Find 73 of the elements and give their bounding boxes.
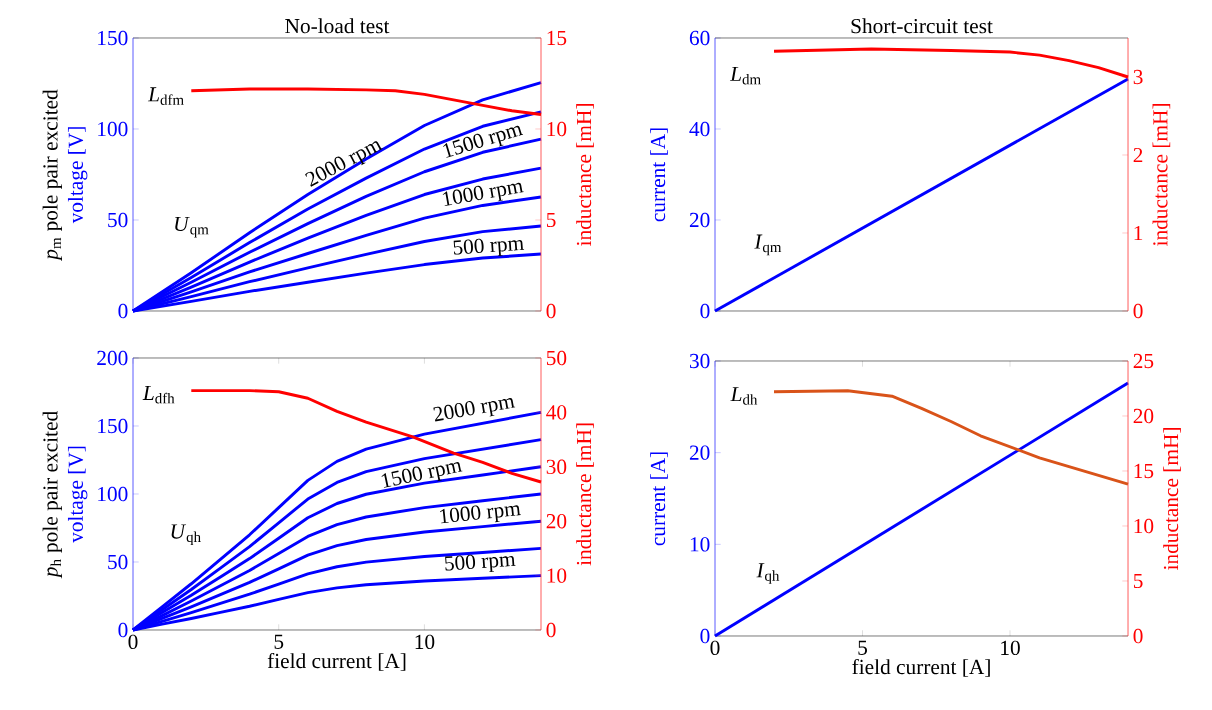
y2-tick-label: 10 <box>547 568 567 583</box>
annotation: 2000 rpm <box>305 141 383 187</box>
y2-tick-label: 2 <box>1133 147 1143 163</box>
y-tick-label: 60 <box>689 30 710 46</box>
y2-axis-title: inductance [mH] <box>1163 428 1181 571</box>
y2-tick-label: 15 <box>547 30 567 46</box>
y-tick-label: 0 <box>118 303 128 319</box>
x-tick-label: 10 <box>1001 640 1020 656</box>
y2-tick-label: 10 <box>1134 518 1154 534</box>
annotation: I$_{qh}$ <box>756 563 780 584</box>
y2-tick-label: 0 <box>546 622 556 638</box>
y-tick-label: 100 <box>98 486 128 502</box>
annotation: U$_{qh}$ <box>171 524 201 546</box>
annotation: 2000 rpm <box>433 398 516 422</box>
y2-tick-label: 20 <box>1133 408 1154 424</box>
x-tick-label: 10 <box>415 634 435 650</box>
y-axis-title: current [A] <box>650 452 668 546</box>
y-tick-label: 150 <box>98 418 128 434</box>
y-tick-label: 30 <box>689 353 710 369</box>
y-tick-label: 0 <box>700 303 710 319</box>
y2-tick-label: 40 <box>546 405 567 420</box>
line-series <box>189 87 543 116</box>
annotation: 1500 rpm <box>381 462 463 488</box>
chart-title: Short-circuit test <box>851 18 993 34</box>
y2-tick-label: 10 <box>547 121 567 137</box>
y2-tick-label: 20 <box>546 514 567 529</box>
text: p$_{h}$ pole pair excited <box>42 411 62 579</box>
y2-tick-label: 1 <box>1134 225 1143 241</box>
x-tick-label: 0 <box>710 640 720 656</box>
y2-tick-label: 5 <box>546 212 556 228</box>
y-axis-title: voltage [V] <box>67 127 88 224</box>
line-series <box>772 47 1130 79</box>
x-axis-title: field current [A] <box>267 652 406 671</box>
y2-tick-label: 0 <box>546 303 556 319</box>
annotation: 500 rpm <box>445 554 516 573</box>
y2-tick-label: 3 <box>1133 69 1143 85</box>
x-tick-label: 5 <box>858 640 868 655</box>
y-axis-title: voltage [V] <box>67 446 88 543</box>
annotation: L$_{dfm}$ <box>147 87 184 105</box>
annotation: I$_{qm}$ <box>754 234 782 256</box>
y2-tick-label: 0 <box>1133 303 1143 319</box>
y2-axis-title: inductance [mH] <box>576 104 594 247</box>
annotation: L$_{dh}$ <box>730 387 758 405</box>
y-tick-label: 100 <box>98 121 128 137</box>
y2-tick-label: 30 <box>546 459 567 474</box>
annotation: 1000 rpm <box>440 505 521 524</box>
y-tick-label: 20 <box>689 445 710 460</box>
x-axis-title: field current [A] <box>852 658 990 677</box>
y2-axis-title: inductance [mH] <box>576 423 594 566</box>
annotation: L$_{dm}$ <box>729 66 761 85</box>
y-tick-label: 10 <box>690 537 710 552</box>
y-tick-label: 50 <box>108 212 128 228</box>
annotation: L$_{dfh}$ <box>142 385 175 404</box>
y-tick-label: 20 <box>689 212 710 228</box>
y-axis-title: current [A] <box>650 128 668 222</box>
text: p$_{m}$ pole pair excited <box>42 89 62 261</box>
y-tick-label: 0 <box>118 622 128 638</box>
annotation: 1000 rpm <box>442 182 524 206</box>
annotation: U$_{qm}$ <box>175 216 209 238</box>
x-tick-label: 0 <box>128 634 138 650</box>
y-tick-label: 50 <box>108 554 128 570</box>
x-tick-label: 5 <box>274 634 284 649</box>
y-tick-label: 40 <box>689 121 710 137</box>
y-tick-label: 150 <box>98 30 128 46</box>
y2-tick-label: 25 <box>1133 353 1154 369</box>
y2-tick-label: 15 <box>1134 463 1154 479</box>
y2-tick-label: 50 <box>546 350 567 366</box>
y2-axis-title: inductance [mH] <box>1152 104 1171 247</box>
annotation: 1500 rpm <box>443 125 524 158</box>
y-tick-label: 200 <box>97 350 128 366</box>
annotation: 500 rpm <box>453 238 525 257</box>
chart-title: No-load test <box>285 18 390 34</box>
y2-tick-label: 5 <box>1133 573 1143 589</box>
